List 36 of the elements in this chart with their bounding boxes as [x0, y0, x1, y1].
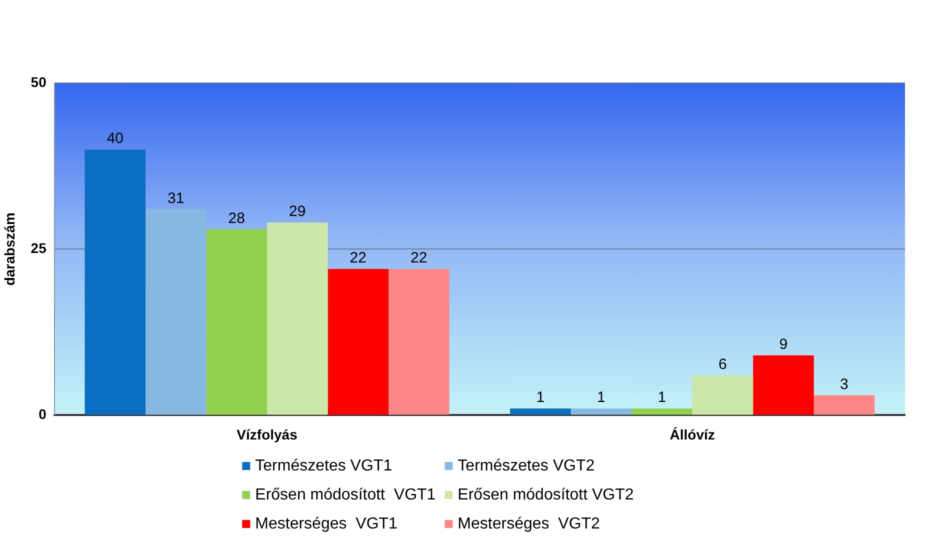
legend-label: Mesterséges VGT2 [458, 515, 600, 532]
data-label: 40 [106, 130, 124, 148]
bar [570, 408, 632, 415]
bar [388, 269, 450, 415]
bar [692, 375, 754, 415]
bar [510, 408, 571, 415]
data-label: 1 [536, 389, 545, 406]
y-tick-label: 50 [30, 74, 47, 90]
data-label: 28 [228, 210, 245, 227]
bar [328, 269, 389, 415]
legend-label: Természetes VGT2 [458, 457, 595, 474]
data-label: 1 [597, 389, 606, 406]
data-label: 3 [840, 376, 848, 393]
bar [146, 209, 206, 415]
data-label: 9 [779, 336, 788, 354]
y-tick-label: 25 [30, 240, 47, 256]
y-tick-label: 0 [38, 406, 47, 422]
bar [632, 408, 692, 415]
bar [753, 355, 814, 415]
legend-label: Természetes VGT1 [255, 457, 392, 474]
data-label: 1 [658, 389, 666, 406]
legend-label: Erősen módosított VGT1 [255, 486, 436, 504]
y-axis-title: darabszám [1, 212, 18, 286]
x-tick-label: Állóvíz [670, 426, 715, 442]
legend-label: Erősen módosított VGT2 [458, 486, 634, 504]
data-label: 6 [718, 356, 727, 373]
bar [814, 395, 875, 415]
legend-label: Mesterséges VGT1 [255, 515, 398, 532]
bar [84, 149, 146, 415]
x-tick-label: Vízfolyás [236, 426, 298, 442]
data-label: 29 [289, 203, 306, 220]
bar [206, 229, 268, 415]
data-label: 22 [410, 250, 428, 267]
data-label: 31 [168, 190, 184, 207]
bar [267, 222, 328, 415]
data-label: 22 [350, 250, 366, 267]
